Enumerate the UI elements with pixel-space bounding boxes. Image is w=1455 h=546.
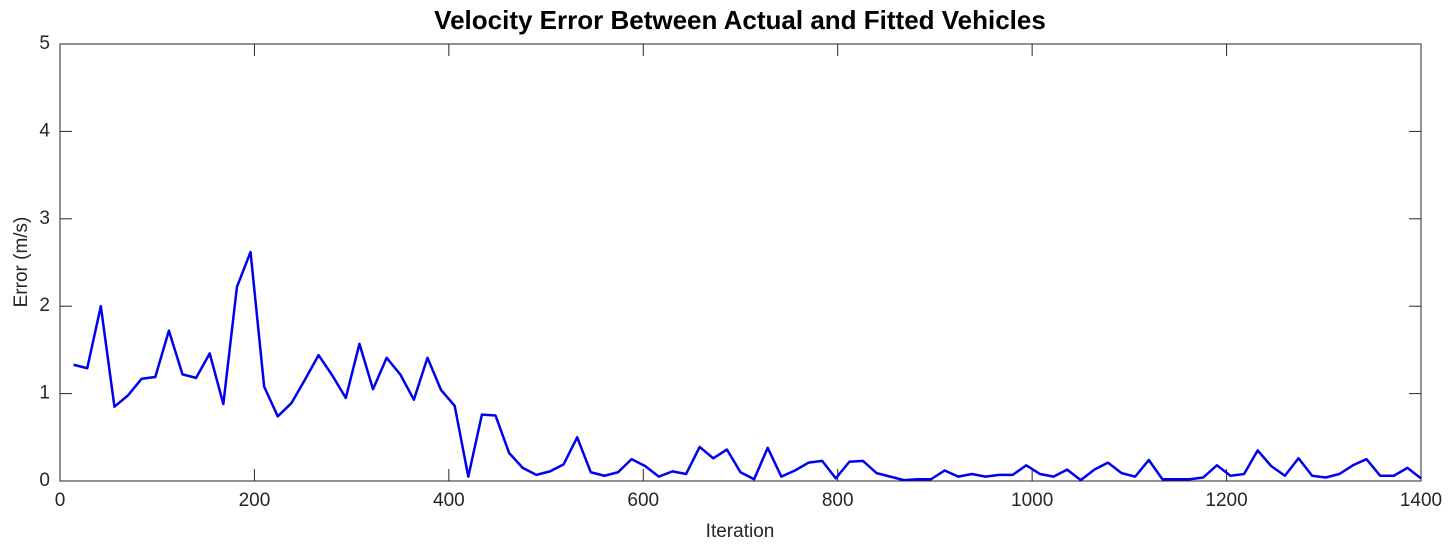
x-tick-label: 1400	[1400, 490, 1442, 511]
x-tick-label: 1000	[1011, 490, 1053, 511]
y-tick-label: 5	[39, 33, 50, 54]
y-tick-label: 4	[39, 120, 50, 141]
x-tick-label: 600	[627, 490, 659, 511]
y-tick-label: 1	[39, 383, 50, 404]
x-tick-label: 0	[55, 490, 66, 511]
data-line	[73, 250, 1422, 482]
x-axis-label: Iteration	[706, 521, 775, 542]
y-tick-label: 0	[39, 470, 50, 491]
y-tick-label: 2	[39, 295, 50, 316]
y-axis-label: Error (m/s)	[11, 217, 32, 308]
x-tick-label: 800	[822, 490, 854, 511]
y-tick-label: 3	[39, 208, 50, 229]
x-tick-label: 200	[239, 490, 271, 511]
x-tick-label: 400	[433, 490, 465, 511]
x-tick-label: 1200	[1205, 490, 1247, 511]
plot-frame	[59, 43, 1422, 482]
chart-title: Velocity Error Between Actual and Fitted…	[434, 5, 1046, 35]
